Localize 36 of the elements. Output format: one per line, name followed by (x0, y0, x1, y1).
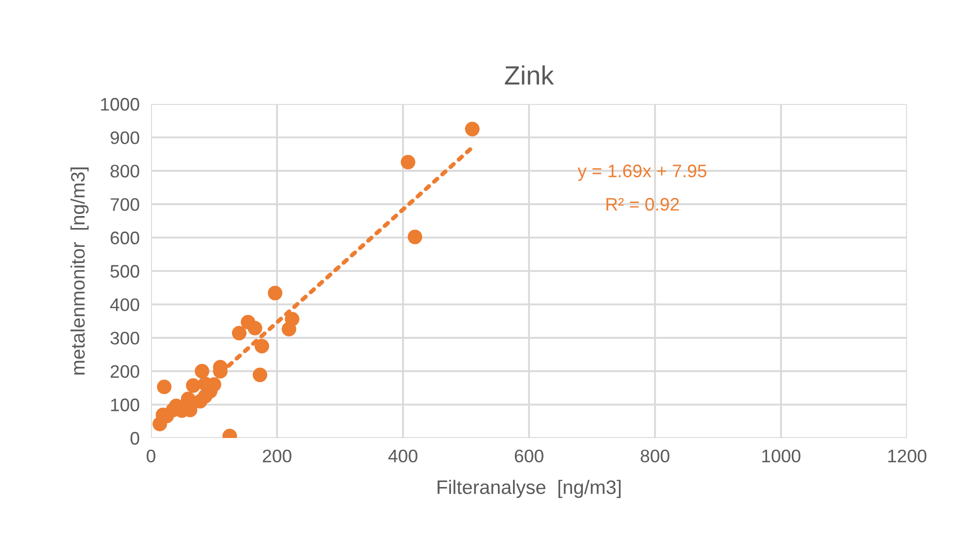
point (248, 320, 262, 336)
x-axis-title: Filteranalyse [ng/m3] (438, 480, 621, 498)
chart-title: Zink (504, 65, 554, 85)
y-tick-label: 300 (110, 332, 140, 345)
y-tick-label: 400 (110, 298, 140, 312)
point (400, 154, 416, 170)
point (408, 230, 422, 244)
x-tick-label: 1200 (888, 450, 926, 462)
point (232, 326, 246, 340)
x-tick-label: 800 (640, 450, 670, 462)
point (186, 378, 200, 393)
y-tick-label: 700 (110, 198, 140, 211)
y-tick-label: 800 (110, 164, 140, 178)
x-tick-label: 400 (388, 450, 418, 462)
x-tick-label: 200 (262, 450, 292, 462)
annotation: R² = 0.92 (606, 198, 679, 211)
point (254, 338, 270, 354)
y-tick-label: 1000 (101, 98, 140, 111)
x-tick-label: 0 (146, 450, 156, 462)
point (156, 380, 172, 394)
point (152, 416, 168, 432)
y-tick-label: 500 (110, 264, 140, 278)
y-axis-title: metalenmonitor [ng/m3] (70, 168, 89, 375)
x-tick-label: 1000 (762, 450, 800, 462)
y-tick-label: 900 (110, 131, 140, 144)
y-tick-label: 0 (130, 432, 140, 445)
point (194, 364, 210, 378)
y-tick-label: 100 (111, 398, 140, 412)
y-tick-label: 200 (110, 365, 140, 378)
y-tick-label: 600 (110, 232, 140, 244)
x-tick-label: 600 (514, 450, 544, 462)
point (465, 122, 480, 136)
point (268, 286, 282, 300)
point (284, 312, 300, 326)
point (252, 368, 268, 382)
annotation: y = 1.69x + 7.95 (578, 164, 706, 181)
